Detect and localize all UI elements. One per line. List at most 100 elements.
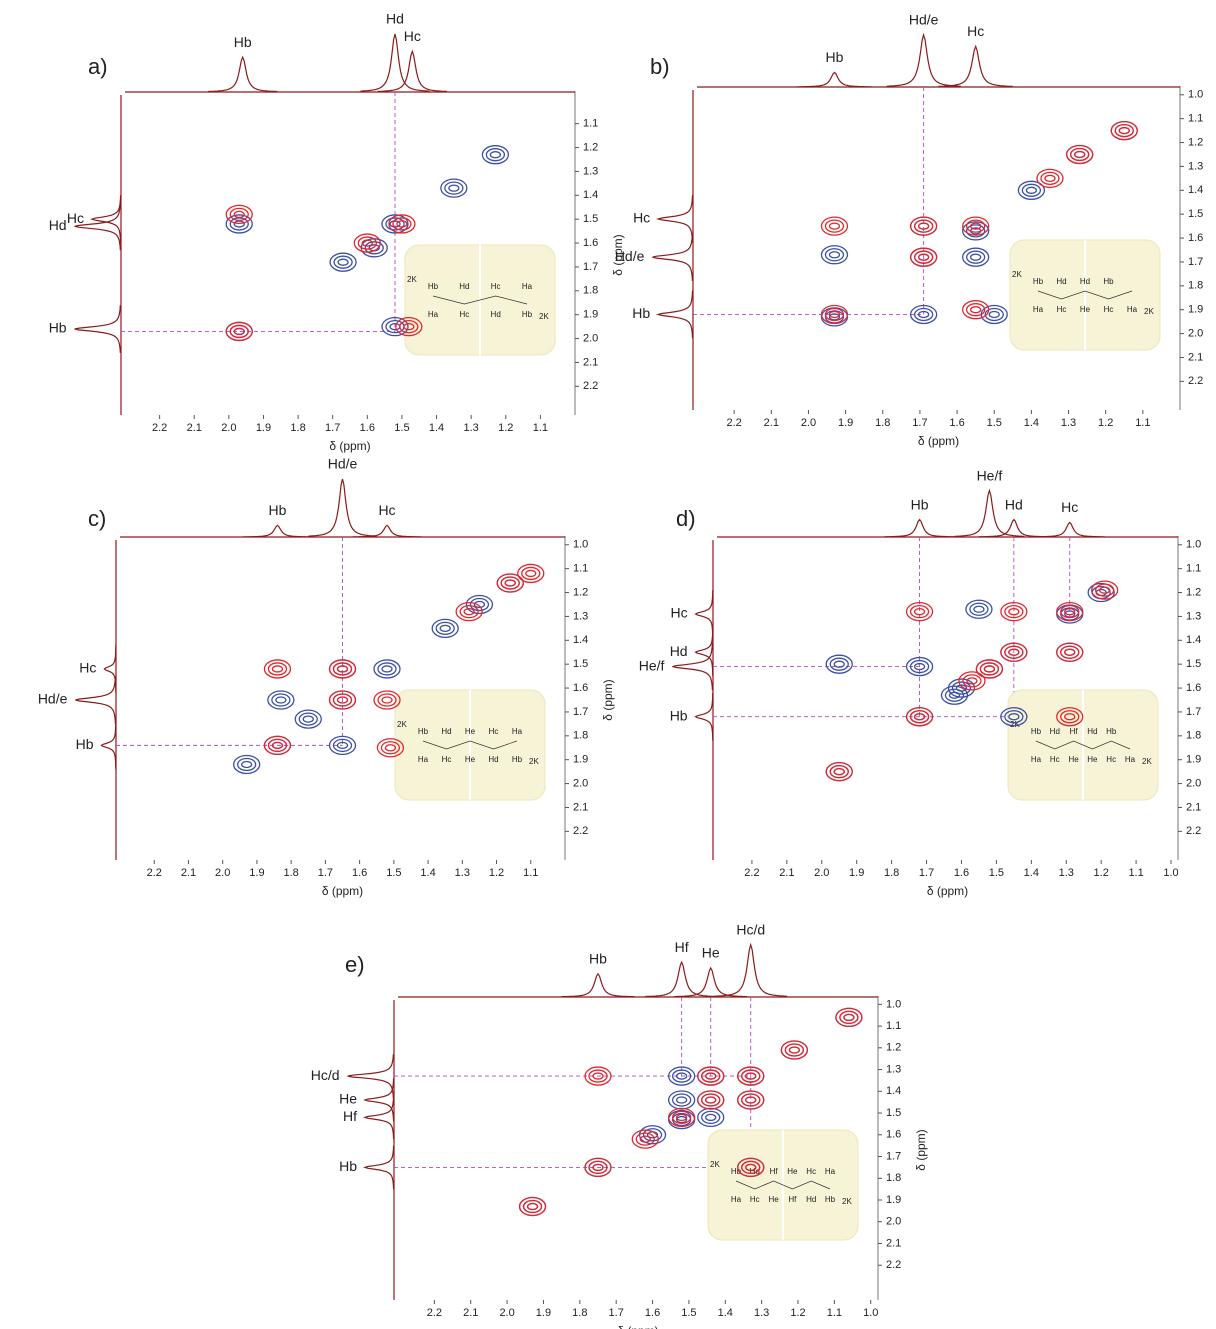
peak-label: Hb [234, 34, 252, 50]
contour-level [271, 665, 284, 673]
cross-peak [1036, 168, 1064, 189]
contour-level [970, 253, 982, 261]
cross-peak [1000, 642, 1028, 662]
peak-label: He [702, 945, 720, 961]
inset-label: He [465, 755, 476, 764]
inset-label: Ha [825, 1167, 836, 1176]
contour-level [1040, 171, 1060, 186]
inset-label: Hf [788, 1195, 797, 1204]
peak-label: Hf [675, 939, 689, 955]
contour-level [828, 251, 841, 259]
x-tick-label: 1.3 [455, 867, 470, 879]
contour-level [824, 219, 845, 233]
y-tick-label: 1.1 [886, 1020, 901, 1032]
molecule-inset: 2K 2K Hb Hd Hf Hd Hb Ha Hc He He Hc Ha [1007, 689, 1159, 801]
contour-level [697, 1066, 725, 1086]
contour-level [820, 304, 849, 325]
inset-label: Hc [1106, 755, 1116, 764]
cross-peak [455, 601, 483, 622]
contour-level [294, 709, 322, 729]
cross-peak [481, 145, 510, 165]
inset-label: Hc [491, 282, 501, 291]
contour-level [958, 671, 986, 691]
y-tick-label: 1.0 [573, 539, 588, 551]
contour-level [229, 324, 249, 339]
inset-label: Hb [731, 1167, 742, 1176]
x-tick-label: 2.2 [147, 867, 162, 879]
contour-level [905, 656, 934, 677]
x-tick-label: 2.1 [779, 867, 794, 879]
cross-peak [820, 304, 849, 325]
contour-level [444, 181, 464, 195]
contour-level [465, 594, 494, 615]
contour-level [1114, 123, 1134, 138]
y-tick-label: 1.5 [583, 213, 598, 225]
inset-label: He [465, 727, 476, 736]
contour-level [357, 236, 377, 250]
x-tick-label: 2.1 [463, 1307, 478, 1319]
cross-peak [233, 754, 261, 775]
top-projection-peak [243, 524, 312, 538]
cross-peak [518, 1196, 547, 1217]
peak-label: Hc [670, 605, 687, 621]
contour-level [435, 621, 455, 636]
top-projection-peak [884, 518, 955, 538]
left-projection-peak [74, 202, 121, 251]
x-tick-label: 1.5 [987, 417, 1002, 429]
inset-label: Hb [522, 310, 533, 319]
x-tick-label: 1.7 [919, 867, 934, 879]
contour-level [905, 707, 934, 727]
y-tick-label: 1.5 [1186, 658, 1201, 670]
contour-level [263, 659, 292, 679]
cross-peak [909, 304, 938, 325]
contour-level [705, 1096, 717, 1104]
y-tick-label: 1.6 [583, 237, 598, 249]
inset-label: Hd [441, 727, 451, 736]
contour-level [701, 1110, 721, 1125]
contour-level [263, 735, 292, 756]
contour-level [233, 327, 245, 336]
x-tick-label: 1.4 [420, 867, 435, 879]
y-tick-label: 1.1 [573, 563, 588, 575]
x-tick-label: 1.6 [954, 867, 969, 879]
x-tick-label: 1.6 [949, 417, 964, 429]
contour-level [675, 1072, 688, 1080]
x-tick-label: 2.1 [764, 417, 779, 429]
contour-level [909, 604, 930, 619]
peak-label: Hc/d [311, 1067, 340, 1083]
contour-level [353, 233, 381, 253]
inset-charge: 2K [1012, 270, 1022, 279]
cross-peak [373, 690, 401, 710]
top-projection-peak [561, 972, 635, 998]
contour-level [966, 677, 978, 685]
cross-peak [395, 316, 423, 337]
contour-level [631, 1129, 659, 1149]
contour-level [784, 1043, 805, 1057]
cross-peak [225, 321, 253, 342]
top-projection-peak [360, 33, 430, 92]
contour-level [1000, 707, 1028, 727]
contour-level [983, 665, 996, 673]
y-tick-label: 1.8 [573, 730, 588, 742]
cross-peak [1017, 180, 1046, 200]
y-tick-label: 1.6 [886, 1129, 901, 1141]
y-tick-label: 1.8 [583, 285, 598, 297]
inset-label: Hb [1106, 727, 1117, 736]
contour-level [966, 219, 986, 233]
y-tick-label: 1.7 [1186, 706, 1201, 718]
contour-level [332, 738, 353, 753]
contour-level [905, 601, 934, 622]
cross-peak [697, 1066, 725, 1086]
y-tick-label: 1.5 [1188, 208, 1203, 220]
contour-level [966, 224, 986, 238]
contour-level [525, 569, 537, 578]
contour-level [489, 151, 502, 159]
cross-peak [381, 214, 409, 234]
cross-peak [737, 1090, 765, 1110]
inset-label: Hd [459, 282, 469, 291]
left-projection-peak [694, 628, 714, 677]
contour-level [1008, 648, 1020, 656]
molecule-inset: 2K 2K Hb Hd Hd Hb Ha Hc He Hc Ha [1009, 239, 1161, 351]
x-tick-label: 1.5 [394, 422, 409, 434]
inset-label: Hd [1050, 727, 1060, 736]
